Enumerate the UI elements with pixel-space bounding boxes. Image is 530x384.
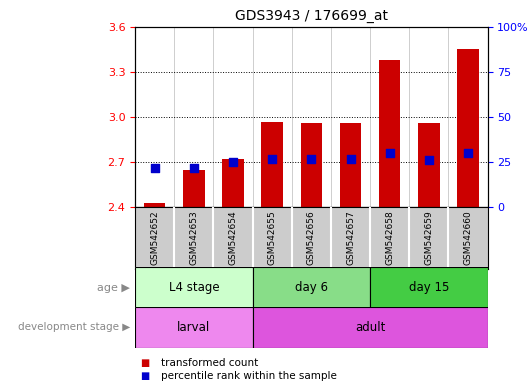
- Text: larval: larval: [177, 321, 210, 334]
- Bar: [261, 122, 283, 207]
- Point: [229, 159, 237, 165]
- Title: GDS3943 / 176699_at: GDS3943 / 176699_at: [235, 9, 388, 23]
- Text: GSM542659: GSM542659: [425, 211, 434, 265]
- Text: day 6: day 6: [295, 281, 328, 295]
- Point: [346, 156, 355, 162]
- Point: [464, 150, 472, 156]
- Bar: [301, 123, 322, 207]
- Bar: [340, 123, 361, 207]
- Point: [385, 150, 394, 156]
- Text: GSM542654: GSM542654: [228, 211, 237, 265]
- Bar: [457, 50, 479, 207]
- Text: GSM542655: GSM542655: [268, 211, 277, 265]
- Bar: [135, 267, 253, 309]
- Point: [268, 156, 277, 162]
- Text: L4 stage: L4 stage: [169, 281, 219, 295]
- Point: [190, 165, 198, 171]
- Text: transformed count: transformed count: [161, 358, 258, 368]
- Text: adult: adult: [355, 321, 385, 334]
- Text: GSM542657: GSM542657: [346, 211, 355, 265]
- Text: day 15: day 15: [409, 281, 449, 295]
- Point: [425, 157, 433, 164]
- Text: GSM542658: GSM542658: [385, 211, 394, 265]
- Text: GSM542660: GSM542660: [464, 211, 473, 265]
- Point: [307, 156, 316, 162]
- Bar: [135, 307, 253, 348]
- Bar: [253, 307, 488, 348]
- Bar: [253, 267, 370, 309]
- Text: GSM542653: GSM542653: [189, 211, 198, 265]
- Text: percentile rank within the sample: percentile rank within the sample: [161, 371, 337, 381]
- Text: ■: ■: [140, 371, 149, 381]
- Point: [151, 165, 159, 171]
- Text: GSM542656: GSM542656: [307, 211, 316, 265]
- Bar: [379, 60, 401, 207]
- Bar: [144, 203, 165, 207]
- Text: age ▶: age ▶: [97, 283, 130, 293]
- Text: ■: ■: [140, 358, 149, 368]
- Bar: [370, 267, 488, 309]
- Text: development stage ▶: development stage ▶: [17, 322, 130, 333]
- Text: GSM542652: GSM542652: [150, 211, 159, 265]
- Bar: [183, 170, 205, 207]
- Bar: [418, 123, 439, 207]
- Bar: [222, 159, 244, 207]
